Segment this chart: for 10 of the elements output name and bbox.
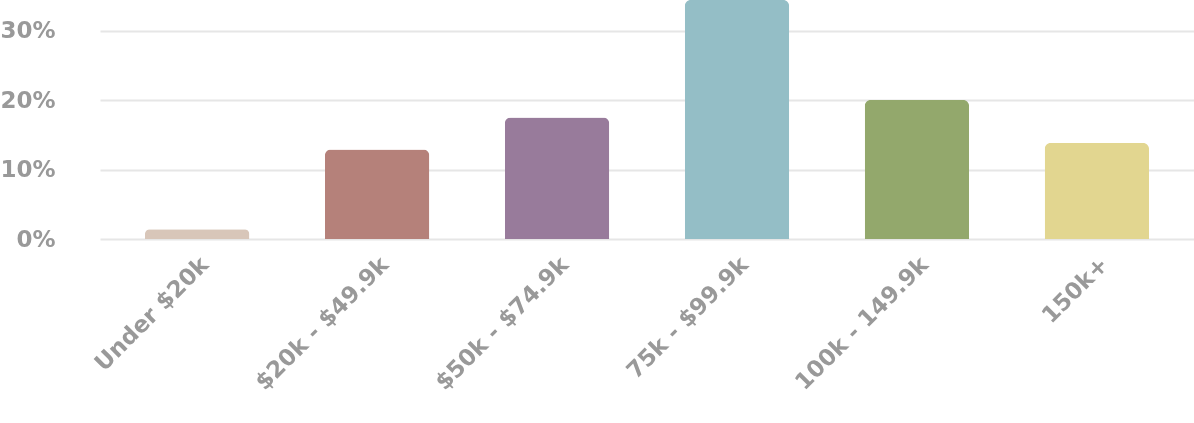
bar: [864, 100, 970, 239]
y-tick-label: 10%: [0, 156, 56, 183]
y-tick-label: 0%: [16, 225, 56, 252]
y-tick-label: 30%: [0, 17, 56, 44]
bar: [1044, 143, 1150, 239]
bar: [684, 0, 790, 239]
bar: [504, 117, 610, 239]
bar: [144, 229, 250, 239]
bar: [324, 149, 430, 239]
y-tick-label: 20%: [0, 86, 56, 113]
